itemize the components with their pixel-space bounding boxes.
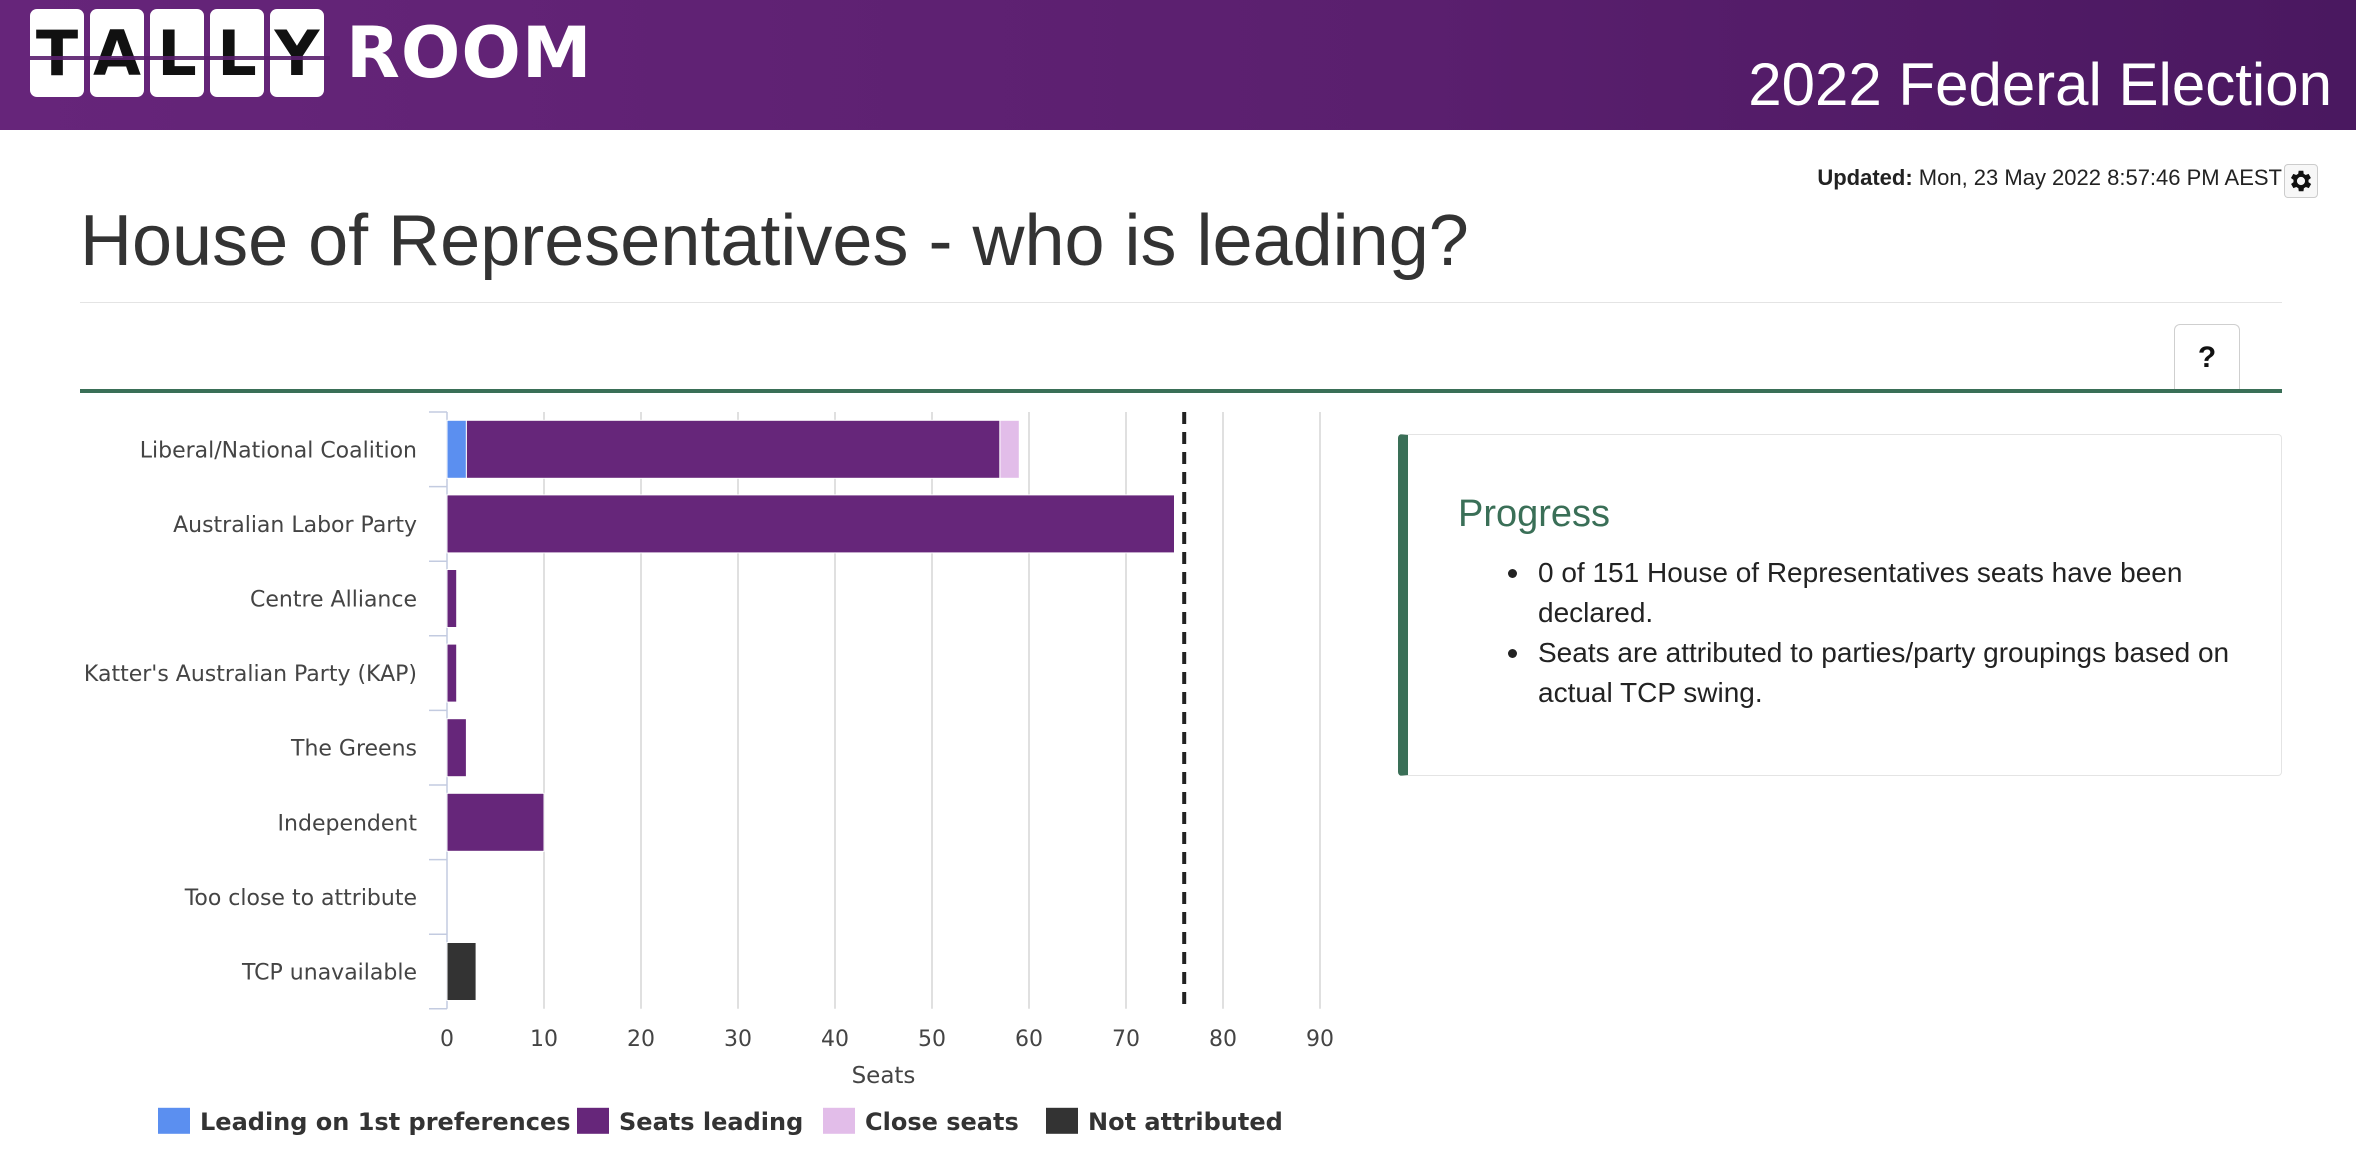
- x-tick-label: 20: [627, 1027, 655, 1052]
- tally-room-logo[interactable]: T A L L Y ROOM: [30, 8, 593, 98]
- bar-segment[interactable]: [446, 942, 477, 1001]
- help-button[interactable]: ?: [2174, 324, 2240, 390]
- legend-swatch[interactable]: [1046, 1107, 1078, 1134]
- legend-label[interactable]: Close seats: [865, 1108, 1019, 1136]
- legend-label[interactable]: Leading on 1st preferences: [200, 1108, 571, 1136]
- updated-value: Mon, 23 May 2022 8:57:46 PM AEST: [1918, 165, 2282, 190]
- legend-label[interactable]: Not attributed: [1088, 1108, 1283, 1136]
- bar-segment[interactable]: [446, 494, 1175, 554]
- x-tick-label: 50: [918, 1027, 946, 1052]
- x-tick-label: 70: [1112, 1027, 1140, 1052]
- logo-word: ROOM: [346, 12, 593, 94]
- x-tick-label: 90: [1306, 1027, 1334, 1052]
- category-label: TCP unavailable: [241, 961, 417, 986]
- category-label: The Greens: [290, 737, 417, 762]
- logo-tile: L: [150, 9, 204, 97]
- seats-chart: Liberal/National Coalition Australian Lab…: [84, 411, 1334, 1136]
- legend-swatch[interactable]: [577, 1107, 609, 1134]
- settings-button[interactable]: [2284, 164, 2318, 198]
- bar-segment[interactable]: [446, 718, 467, 778]
- bar-segment[interactable]: [446, 419, 467, 479]
- category-label: Too close to attribute: [184, 886, 417, 911]
- site-header: T A L L Y ROOM 2022 Federal Election: [0, 0, 2356, 130]
- category-label: Centre Alliance: [250, 588, 417, 613]
- category-label: Liberal/National Coalition: [140, 438, 417, 463]
- x-tick-label: 60: [1015, 1027, 1043, 1052]
- bar-segment[interactable]: [465, 419, 1001, 479]
- x-tick-label: 0: [440, 1027, 454, 1052]
- progress-item: 0 of 151 House of Representatives seats …: [1488, 553, 2248, 633]
- x-tick-label: 80: [1209, 1027, 1237, 1052]
- bar-segment[interactable]: [446, 792, 545, 852]
- title-divider: [80, 302, 2282, 303]
- category-label: Katter's Australian Party (KAP): [84, 662, 417, 687]
- x-tick-label: 30: [724, 1027, 752, 1052]
- category-label: Australian Labor Party: [173, 513, 417, 538]
- logo-tile: L: [210, 9, 264, 97]
- x-tick-label: 40: [821, 1027, 849, 1052]
- logo-tile: T: [30, 9, 84, 97]
- logo-tile: A: [90, 9, 144, 97]
- legend-swatch[interactable]: [158, 1107, 190, 1134]
- progress-list: 0 of 151 House of Representatives seats …: [1488, 553, 2248, 713]
- progress-title: Progress: [1458, 493, 1611, 535]
- logo-strike-line: [30, 56, 330, 60]
- updated-timestamp: Updated: Mon, 23 May 2022 8:57:46 PM AES…: [1817, 165, 2282, 191]
- progress-item: Seats are attributed to parties/party gr…: [1488, 633, 2248, 713]
- legend-swatch[interactable]: [823, 1107, 855, 1134]
- logo-tile: Y: [270, 9, 324, 97]
- bar-segment[interactable]: [999, 419, 1020, 479]
- bar-segment[interactable]: [446, 569, 458, 628]
- gear-icon: [2290, 170, 2312, 192]
- x-tick-label: 10: [530, 1027, 558, 1052]
- progress-panel: Progress 0 of 151 House of Representativ…: [1398, 434, 2282, 776]
- bar-segment[interactable]: [446, 643, 458, 703]
- category-label: Independent: [278, 811, 418, 836]
- election-title: 2022 Federal Election: [1748, 51, 2332, 118]
- page-title: House of Representatives - who is leadin…: [80, 201, 1469, 281]
- section-divider: [80, 389, 2282, 393]
- legend-label[interactable]: Seats leading: [619, 1108, 803, 1136]
- x-axis-title: Seats: [852, 1063, 916, 1089]
- updated-label: Updated:: [1817, 165, 1913, 190]
